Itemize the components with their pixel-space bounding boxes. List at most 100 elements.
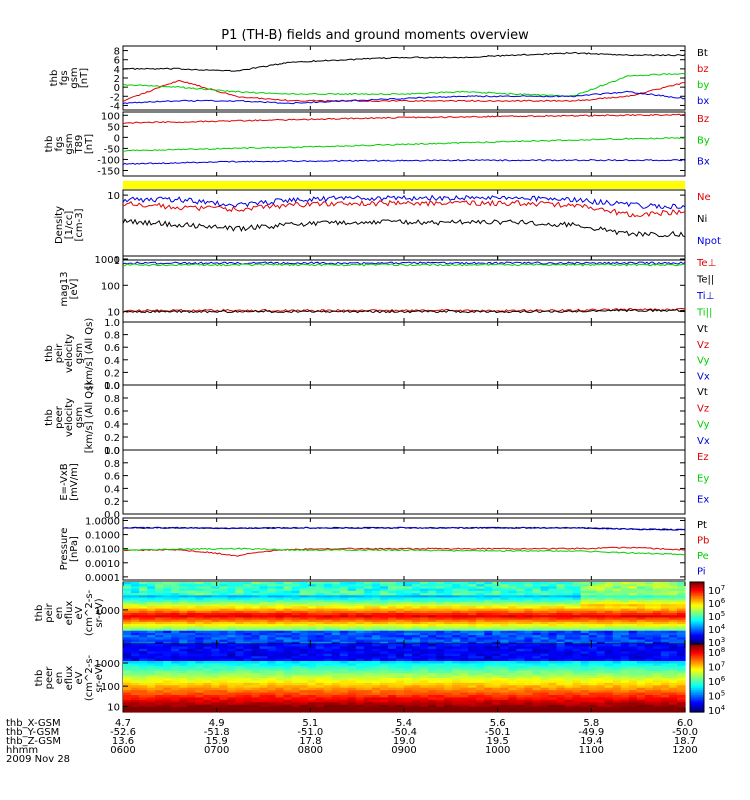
spectrogram-cell: [476, 661, 485, 665]
spectrogram-cell: [604, 597, 614, 601]
spectrogram-cell: [404, 661, 413, 665]
spectrogram-cell: [355, 628, 365, 632]
spectrogram-cell: [371, 595, 381, 599]
spectrogram-cell: [267, 606, 277, 610]
spectrogram-cell: [291, 613, 301, 616]
spectrogram-cell: [628, 661, 638, 665]
spectrogram-cell: [676, 588, 686, 592]
spectrogram-cell: [387, 626, 397, 630]
spectrogram-cell: [444, 663, 453, 667]
spectrogram-cell: [612, 597, 622, 601]
spectrogram-cell: [628, 641, 638, 645]
spectrogram-cell: [620, 651, 630, 655]
spectrogram-cell: [147, 626, 156, 630]
spectrogram-cell: [404, 639, 413, 643]
spectrogram-cell: [564, 695, 574, 699]
spectrogram-cell: [428, 680, 437, 684]
spectrogram-cell: [267, 630, 277, 634]
spectrogram-cell: [259, 630, 269, 634]
spectrogram-cell: [660, 641, 670, 645]
spectrogram-cell: [283, 617, 293, 621]
spectrogram-cell: [564, 704, 574, 708]
spectrogram-cell: [660, 628, 670, 632]
spectrogram-cell: [636, 687, 646, 691]
spectrogram-cell: [267, 644, 277, 648]
spectrogram-cell: [468, 621, 477, 625]
spectrogram-cell: [604, 675, 614, 679]
spectrogram-cell: [211, 601, 220, 605]
spectrogram-cell: [123, 595, 132, 599]
y-tick-label: -50: [104, 144, 120, 155]
y-tick-label: 10: [107, 703, 120, 714]
spectrogram-cell: [347, 626, 357, 630]
spectrogram-cell: [492, 678, 501, 682]
spectrogram-cell: [676, 661, 686, 665]
spectrogram-cell: [227, 597, 236, 601]
spectrogram-cell: [428, 626, 437, 630]
spectrogram-cell: [339, 637, 349, 641]
spectrogram-cell: [444, 690, 453, 694]
spectrogram-cell: [131, 680, 140, 684]
spectrogram-cell: [355, 590, 365, 594]
spectrogram-cell: [612, 690, 622, 694]
spectrogram-cell: [283, 590, 293, 594]
spectrogram-cell: [596, 707, 606, 711]
spectrogram-cell: [179, 680, 188, 684]
spectrogram-cell: [139, 668, 148, 672]
spectrogram-cell: [492, 613, 501, 616]
spectrogram-cell: [524, 656, 534, 660]
spectrogram-cell: [660, 601, 670, 605]
spectrogram-cell: [660, 613, 670, 616]
spectrogram-cell: [315, 586, 325, 590]
spectrogram-cell: [179, 709, 188, 713]
spectrogram-cell: [532, 687, 542, 691]
colorbar-cell: [690, 616, 704, 619]
spectrogram-cell: [436, 604, 445, 607]
spectrogram-cell: [524, 586, 534, 590]
spectrogram-cell: [620, 606, 630, 610]
spectrogram-cell: [516, 597, 526, 601]
spectrogram-cell: [468, 637, 477, 641]
spectrogram-cell: [243, 621, 253, 625]
spectrogram-cell: [355, 707, 365, 711]
spectrogram-cell: [163, 599, 172, 603]
spectrogram-cell: [163, 621, 172, 625]
spectrogram-cell: [299, 617, 309, 621]
spectrogram-cell: [556, 584, 566, 588]
spectrogram-cell: [484, 606, 493, 610]
spectrogram-cell: [219, 692, 228, 696]
spectrogram-cell: [163, 584, 172, 588]
spectrogram-cell: [395, 656, 405, 660]
spectrogram-cell: [652, 619, 662, 623]
colorbar-cell: [690, 599, 704, 602]
spectrogram-cell: [355, 661, 365, 665]
spectrogram-cell: [444, 610, 453, 614]
spectrogram-cell: [652, 599, 662, 603]
spectrogram-cell: [227, 628, 236, 632]
spectrogram-cell: [243, 615, 253, 619]
spectrogram-cell: [363, 582, 373, 585]
spectrogram-cell: [636, 668, 646, 672]
spectrogram-cell: [227, 685, 236, 689]
spectrogram-cell: [347, 680, 357, 684]
spectrogram-cell: [243, 670, 253, 674]
spectrogram-cell: [564, 709, 574, 713]
spectrogram-cell: [428, 668, 437, 672]
spectrogram-cell: [395, 690, 405, 694]
spectrogram-cell: [299, 656, 309, 660]
spectrogram-cell: [371, 639, 381, 643]
spectrogram-cell: [612, 582, 622, 585]
spectrogram-cell: [532, 704, 542, 708]
spectrogram-cell: [195, 658, 204, 662]
spectrogram-cell: [676, 656, 686, 660]
spectrogram-cell: [532, 670, 542, 674]
spectrogram-cell: [203, 635, 212, 638]
spectrogram-cell: [347, 707, 357, 711]
spectrogram-cell: [155, 610, 164, 614]
spectrogram-cell: [371, 624, 381, 627]
spectrogram-cell: [556, 665, 566, 669]
spectrogram-cell: [379, 610, 389, 614]
spectrogram-cell: [620, 687, 630, 691]
spectrogram-cell: [460, 658, 469, 662]
spectrogram-cell: [123, 675, 132, 679]
